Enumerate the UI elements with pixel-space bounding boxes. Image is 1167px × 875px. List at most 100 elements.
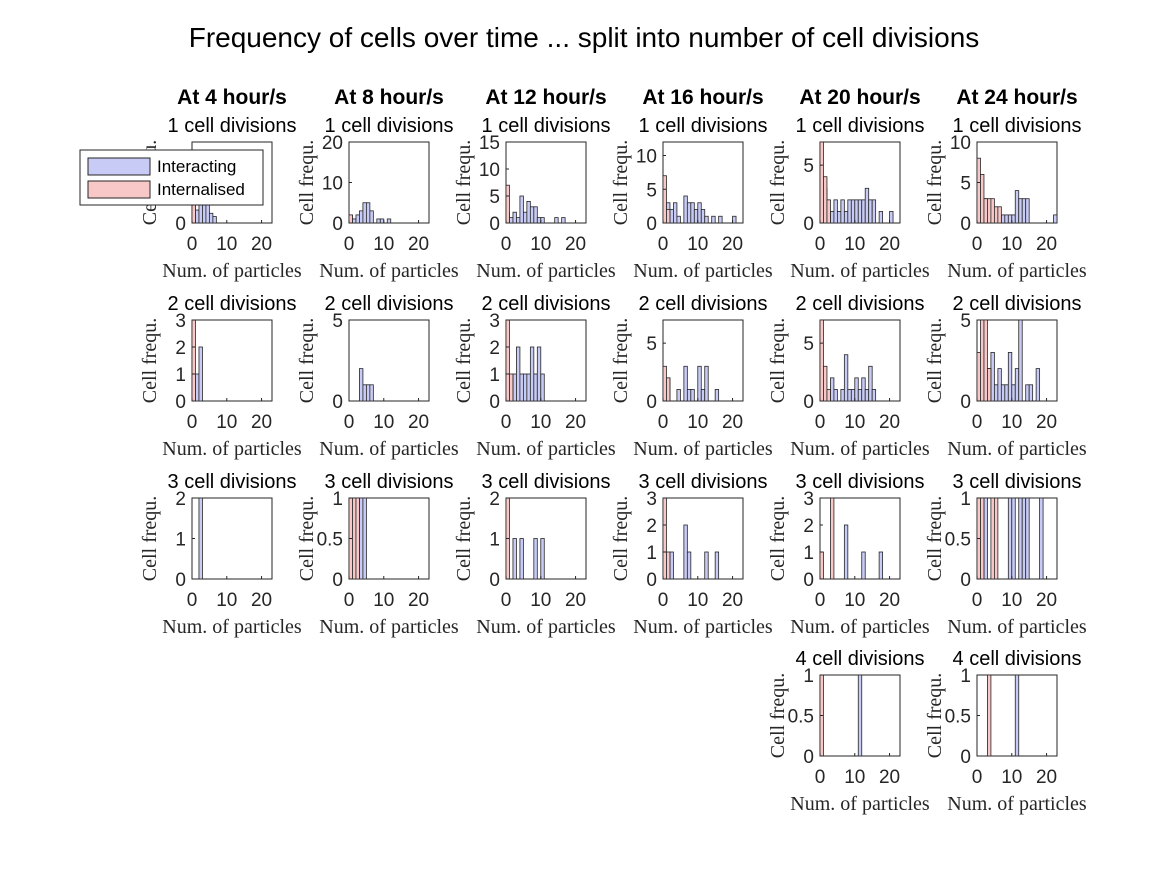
- x-tick-label: 20: [251, 590, 272, 611]
- bar-internalised: [990, 497, 995, 580]
- bar-interacting: [843, 524, 849, 580]
- x-tick-label: 20: [879, 412, 900, 433]
- y-tick-label: 0.5: [945, 707, 971, 728]
- bar-interacting: [878, 211, 884, 224]
- x-tick-label: 20: [879, 234, 900, 255]
- x-axis-label: Num. of particles: [633, 616, 773, 638]
- bar-internalised: [666, 209, 671, 224]
- bar-interacting: [1025, 497, 1030, 580]
- bar-interacting: [1007, 497, 1013, 580]
- column-title-8h: At 8 hour/s: [334, 86, 444, 109]
- bar-interacting: [686, 389, 692, 402]
- legend-swatch-interacting: [87, 157, 151, 176]
- bar-internalised: [826, 389, 831, 402]
- bar-interacting: [198, 346, 203, 402]
- bar-internalised: [976, 351, 981, 402]
- bar-interacting: [529, 206, 535, 224]
- y-tick-label: 2: [489, 338, 500, 359]
- y-axis-label: Cell frequ.: [296, 496, 318, 582]
- y-tick-label: 0: [175, 214, 186, 235]
- bar-internalised: [987, 674, 992, 757]
- x-tick-label: 0: [501, 412, 512, 433]
- bar-interacting: [1000, 214, 1006, 224]
- axes-box: [505, 141, 587, 224]
- bar-internalised: [980, 319, 985, 402]
- subplot-r1-c3: 1 cell divisions 0 10 20 0 5 10 15 Num. of parti…: [453, 115, 616, 282]
- bar-interacting: [871, 199, 877, 224]
- bar-interacting: [1007, 351, 1013, 402]
- y-axis-label: Cell frequ.: [924, 318, 946, 404]
- bar-interacting: [365, 384, 371, 402]
- subplot-title: 4 cell divisions: [953, 648, 1082, 670]
- y-tick-label: 0: [803, 214, 814, 235]
- x-axis-label: Num. of particles: [476, 438, 616, 460]
- subplot-title: 2 cell divisions: [639, 293, 768, 315]
- column-title-4h: At 4 hour/s: [177, 86, 287, 109]
- bar-interacting: [1025, 198, 1030, 224]
- x-tick-label: 0: [187, 590, 198, 611]
- y-tick-label: 3: [489, 311, 500, 332]
- bar-internalised: [819, 141, 824, 224]
- bar-internalised: [666, 377, 671, 402]
- bar-interacting: [861, 199, 866, 224]
- bar-interacting: [669, 209, 674, 224]
- y-tick-label: 1: [332, 489, 343, 510]
- subplot-title: 1 cell divisions: [796, 115, 925, 137]
- x-tick-label: 0: [344, 234, 355, 255]
- x-tick-label: 0: [501, 234, 512, 255]
- bar-interacting: [1014, 368, 1020, 402]
- x-tick-label: 10: [1001, 234, 1022, 255]
- legend[interactable]: Interacting Internalised: [79, 149, 264, 206]
- subplot-r1-c5: 1 cell divisions 0 10 20 0 5 Num. of particles…: [767, 115, 930, 282]
- bar-interacting: [386, 218, 392, 224]
- bar-interacting: [700, 389, 706, 402]
- y-axis-label: Cell frequ.: [767, 496, 789, 582]
- x-axis-label: Num. of particles: [790, 616, 930, 638]
- y-tick-label: 1: [803, 666, 814, 687]
- x-tick-label: 20: [408, 234, 429, 255]
- x-tick-label: 0: [187, 412, 198, 433]
- bar-interacting: [704, 365, 709, 402]
- y-axis-label: Cell frequ.: [139, 496, 161, 582]
- x-tick-label: 10: [1001, 412, 1022, 433]
- bar-interacting: [1011, 214, 1016, 224]
- subplot-title: 1 cell divisions: [325, 115, 454, 137]
- y-tick-label: 1: [175, 530, 186, 551]
- bar-interacting: [711, 215, 716, 224]
- y-tick-label: 10: [950, 133, 971, 154]
- bar-internalised: [662, 365, 667, 402]
- axes-box: [191, 319, 273, 402]
- bar-interacting: [362, 202, 367, 224]
- y-tick-label: 0: [646, 570, 657, 591]
- figure-title: Frequency of cells over time ... split i…: [189, 22, 980, 53]
- bar-interacting: [1004, 384, 1009, 402]
- y-tick-label: 0: [489, 570, 500, 591]
- subplot-r3-c3: 3 cell divisions 0 10 20 0 1 2 Num. of particle…: [453, 471, 616, 638]
- bar-interacting: [526, 373, 531, 402]
- bar-interacting: [355, 214, 360, 224]
- bar-interacting: [540, 373, 545, 402]
- x-axis-label: Num. of particles: [790, 260, 930, 282]
- bar-interacting: [561, 217, 566, 224]
- x-tick-label: 0: [501, 590, 512, 611]
- bar-interacting: [369, 210, 374, 224]
- y-tick-label: 0: [803, 570, 814, 591]
- y-tick-label: 1: [960, 666, 971, 687]
- y-tick-label: 0: [175, 392, 186, 413]
- y-tick-label: 2: [803, 516, 814, 537]
- x-tick-label: 10: [216, 234, 237, 255]
- y-tick-label: 0: [960, 214, 971, 235]
- x-tick-label: 20: [1036, 590, 1057, 611]
- x-axis-label: Num. of particles: [319, 438, 459, 460]
- x-axis-label: Num. of particles: [162, 438, 302, 460]
- bar-interacting: [1025, 384, 1030, 402]
- axes-box: [348, 141, 430, 224]
- y-tick-label: 1: [803, 543, 814, 564]
- x-tick-label: 20: [408, 590, 429, 611]
- axes-box: [505, 497, 587, 580]
- y-tick-label: 15: [479, 133, 500, 154]
- bar-internalised: [823, 176, 828, 224]
- x-tick-label: 0: [815, 590, 826, 611]
- subplot-title: 3 cell divisions: [639, 471, 768, 493]
